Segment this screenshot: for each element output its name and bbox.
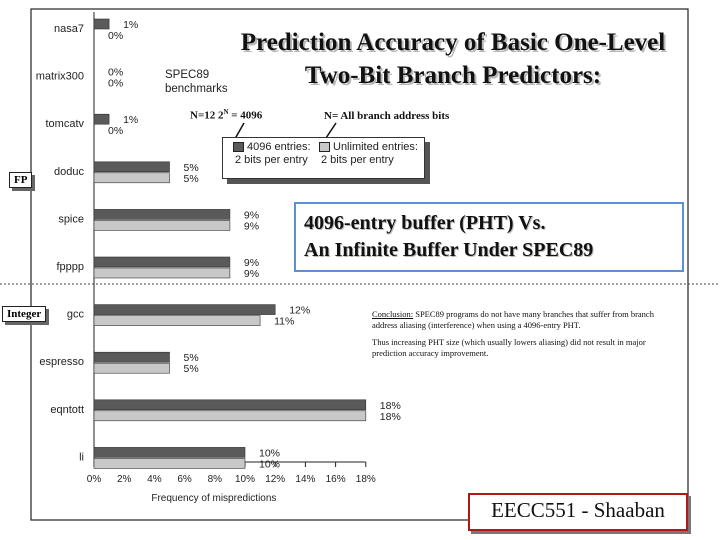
legend: 4096 entries: 2 bits per entry Unlimited… <box>222 137 425 179</box>
note-n12-rest: = 4096 <box>228 109 263 122</box>
slide-frame <box>30 8 689 521</box>
category-label-matrix300: matrix300 <box>36 71 84 83</box>
x-tick-label: 12% <box>265 474 285 485</box>
legend-item-unlimited: Unlimited entries: 2 bits per entry <box>319 141 418 167</box>
value-label: 5% <box>184 352 199 364</box>
value-label: 11% <box>274 316 294 328</box>
category-label-fpppp: fpppp <box>56 261 84 273</box>
callout-box: 4096-entry buffer (PHT) Vs. An Infinite … <box>294 202 684 272</box>
value-label: 0% <box>108 30 123 42</box>
value-label: 5% <box>184 173 199 185</box>
conclusion: Conclusion: SPEC89 programs do not have … <box>372 309 672 365</box>
category-label-nasa7: nasa7 <box>54 23 84 35</box>
bar-fpppp-series2 <box>93 267 231 279</box>
conclusion-label: Conclusion: <box>372 309 414 319</box>
value-label: 0% <box>108 67 123 79</box>
x-axis-label: Frequency of mispredictions <box>151 493 276 504</box>
bar-fpppp-series1 <box>93 256 231 268</box>
category-label-spice: spice <box>58 213 84 225</box>
bar-spice-series1 <box>93 209 231 220</box>
legend-item2-line2: 2 bits per entry <box>321 154 394 166</box>
value-label: 5% <box>184 162 199 174</box>
category-label-espresso: espresso <box>39 356 84 368</box>
chart-subtitle: SPEC89 benchmarks <box>165 69 228 95</box>
value-label: 0% <box>108 78 123 90</box>
footer-course: EECC551 - Shaaban <box>468 493 688 531</box>
value-label: 12% <box>289 305 310 317</box>
legend-item1-line2: 2 bits per entry <box>235 154 308 166</box>
conclusion-text1: SPEC89 programs do not have many branche… <box>372 309 654 330</box>
x-tick-label: 4% <box>147 474 162 485</box>
note-n12-text: N=12 2 <box>190 109 224 122</box>
x-tick-label: 14% <box>295 474 315 485</box>
conclusion-text2: Thus increasing PHT size (which usually … <box>372 337 646 358</box>
bar-tomcatv-series1 <box>93 113 110 125</box>
category-label-doduc: doduc <box>54 166 84 178</box>
x-tick-label: 16% <box>326 474 346 485</box>
value-label: 10% <box>259 447 280 459</box>
callout-line2: An Infinite Buffer Under SPEC89 <box>304 239 594 261</box>
bar-gcc-series2 <box>93 315 261 326</box>
category-label-eqntott: eqntott <box>50 404 84 416</box>
legend-item1-line1: 4096 entries: <box>247 141 311 153</box>
bar-eqntott-series1 <box>93 399 367 411</box>
value-label: 10% <box>259 458 280 470</box>
category-label-li: li <box>79 451 84 463</box>
value-label: 18% <box>380 400 401 412</box>
value-label: 0% <box>108 125 123 137</box>
note-all-bits: N= All branch address bits <box>324 110 450 122</box>
value-label: 9% <box>244 268 259 280</box>
bar-doduc-series1 <box>93 161 170 173</box>
value-label: 9% <box>244 209 259 221</box>
bar-eqntott-series2 <box>93 410 367 422</box>
section-fp: FP <box>9 172 33 188</box>
x-tick-label: 8% <box>208 474 223 485</box>
bar-espresso-series1 <box>93 351 170 363</box>
legend-swatch-dark <box>233 142 244 153</box>
x-tick-label: 18% <box>356 474 376 485</box>
callout-line1: 4096-entry buffer (PHT) Vs. <box>304 212 546 234</box>
x-tick-label: 10% <box>235 474 255 485</box>
legend-item-4096: 4096 entries: 2 bits per entry <box>233 141 311 167</box>
category-label-gcc: gcc <box>67 309 85 321</box>
chart-title: Prediction Accuracy of Basic One-Level T… <box>240 29 666 89</box>
note-n12-sup: N <box>223 108 229 116</box>
bar-espresso-series2 <box>93 362 170 374</box>
bar-spice-series2 <box>93 220 231 231</box>
bars-group <box>93 18 367 469</box>
labels-group: 0% 2% 4% 6% 8% 10% 12% 14% 16% 18% Frequency of mi… <box>36 19 401 504</box>
note-n12: N=12 2N = 4096 <box>190 108 262 122</box>
x-tick-label: 2% <box>117 474 132 485</box>
value-label: 5% <box>184 363 199 375</box>
value-label: 9% <box>244 257 259 269</box>
value-label: 18% <box>380 411 401 423</box>
bar-doduc-series2 <box>93 172 170 184</box>
value-label: 1% <box>123 19 138 31</box>
x-tick-label: 0% <box>87 474 102 485</box>
x-tick-label: 6% <box>177 474 192 485</box>
bar-gcc-series1 <box>93 304 276 315</box>
bar-nasa7-series1 <box>93 18 110 30</box>
bar-li-series2 <box>93 458 246 469</box>
legend-item2-line1: Unlimited entries: <box>333 141 418 153</box>
legend-swatch-light <box>319 142 330 153</box>
value-label: 1% <box>123 114 138 126</box>
value-label: 9% <box>244 220 259 232</box>
category-label-tomcatv: tomcatv <box>45 118 84 130</box>
bar-li-series1 <box>93 447 246 458</box>
section-integer: Integer <box>2 306 47 322</box>
